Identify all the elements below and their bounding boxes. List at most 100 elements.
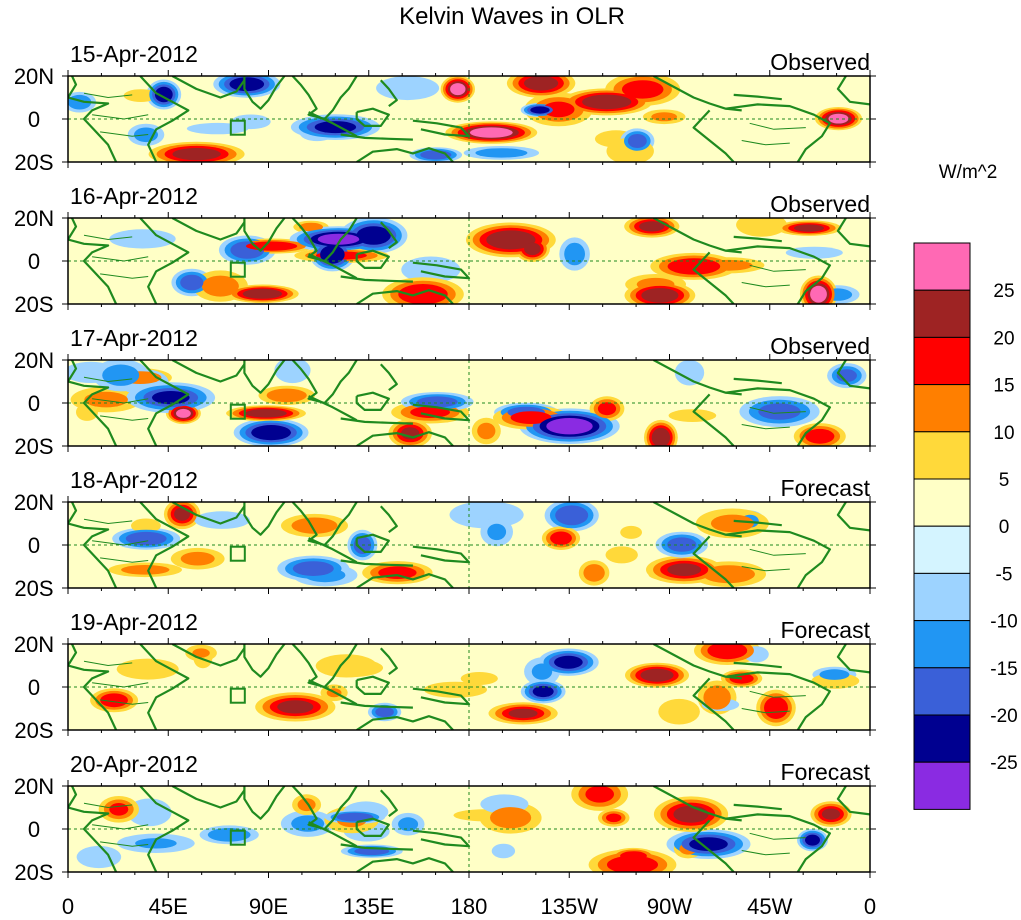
colorbar-box [913,289,971,338]
anomaly-contour [794,224,824,232]
panel-date: 19-Apr-2012 [70,609,198,635]
coastline [308,111,358,138]
anomaly-contour [486,230,536,250]
coastline [171,218,246,241]
anomaly-contour [323,660,383,676]
anomaly-contour [805,428,835,444]
coastline [340,701,413,709]
country-border [741,566,790,572]
coastline [733,661,782,669]
coastline [243,502,286,536]
coastline [379,363,398,391]
anomaly-contour [100,693,128,708]
anomaly-contour [620,525,642,539]
anomaly-contour [606,813,622,823]
coastlines [68,76,870,162]
coastline [379,505,398,533]
coastline [412,261,471,280]
lat-label: 20S [14,576,53,601]
anomaly-contour [176,408,191,418]
reference-box [229,261,246,278]
anomaly-contour [84,391,128,408]
country-border [100,841,149,847]
anomaly-contour [125,531,167,546]
country-border [83,802,133,809]
panel-date: 18-Apr-2012 [70,467,198,493]
colorbar-label: -10 [990,612,1017,633]
anomaly-contour [620,851,647,861]
map-panel: 20N 0 20S 20-Apr-2012 Forecast [14,751,876,885]
anomaly-contour [180,274,204,291]
colorbar: W/m^2 25 20 15 10 5 0 -5 -10 -15 -20 -25 [913,162,1018,810]
anomaly-contour [597,402,617,416]
coastline [725,671,831,730]
panel-kind: Forecast [781,759,871,785]
anomaly-contour [266,388,307,403]
coastline [139,502,190,588]
coastline [836,76,870,106]
anomaly-contour [477,422,496,440]
borders [83,518,806,572]
colorbar-box [913,667,971,716]
colorbar-label: 5 [999,470,1010,491]
anomaly-contour [76,845,122,869]
lat-label: 0 [28,391,40,416]
coastline [725,529,831,588]
anomaly-contour [76,403,98,421]
coastline [836,502,870,532]
coastline [836,786,870,816]
anomaly-contour [707,644,748,660]
anomaly-contour [376,76,440,101]
coastline [68,502,118,588]
reference-box [229,403,246,420]
anomaly-contour [658,698,700,725]
map-panel: 20N 0 20S 19-Apr-2012 Forecast [14,609,876,743]
lon-label: 180 [451,894,488,919]
anomaly-contour [154,86,173,103]
colorbar-box [913,336,971,386]
anomaly-contour [758,403,801,420]
anomaly-contour [229,77,265,92]
anomaly-contour [375,706,394,718]
colorbar-box [913,431,971,480]
lat-label: 20N [14,632,54,657]
coastline [243,644,286,678]
lat-label: 20S [14,292,53,317]
anomaly-contour [487,523,507,541]
anomaly-contour [121,565,170,575]
colorbar-label: -15 [990,659,1017,680]
coastline [692,819,735,872]
coastline [171,502,246,525]
anomaly-contour [627,134,647,148]
anomaly-contour [764,696,788,720]
anomaly-contour [667,563,702,576]
panel-date: 15-Apr-2012 [70,41,198,67]
anomaly-contour [703,685,731,710]
panel-kind: Observed [770,49,870,75]
colorbar-box [913,620,971,669]
lat-label: 20N [14,206,54,231]
anomaly-contour [131,518,161,533]
coastline [171,360,246,383]
coastline [139,360,190,446]
anomaly-contour [508,708,538,719]
country-border [100,699,149,705]
anomaly-contour [398,817,419,832]
anomaly-contour [585,786,614,803]
anomaly-contour [524,242,541,256]
borders [83,92,806,146]
lat-label: 0 [28,107,40,132]
coastline [68,218,118,304]
lon-label: 45W [747,894,792,919]
anomaly-contour [450,83,466,96]
anomaly-contour [123,89,158,102]
anomaly-contour [251,425,291,441]
country-border [100,131,149,137]
country-border [749,122,806,130]
lon-label: 90E [249,894,288,919]
lat-label: 20N [14,774,54,799]
coastline [412,687,471,706]
coastline [725,245,831,304]
lat-label: 0 [28,533,40,558]
